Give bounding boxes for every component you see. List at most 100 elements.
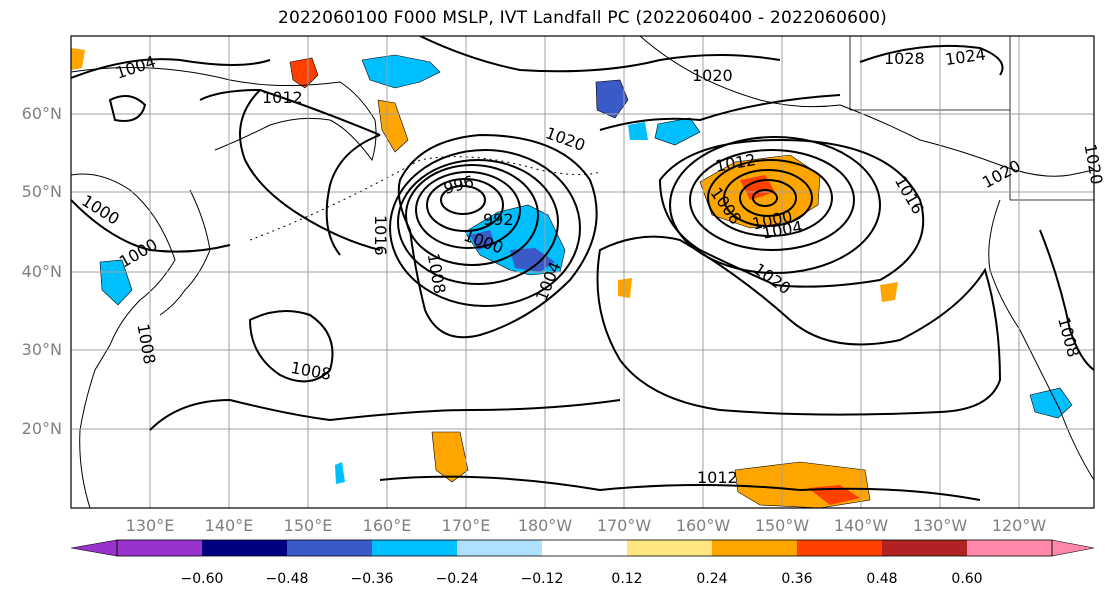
isobar (419, 36, 781, 73)
contour-label: 1008 (424, 252, 450, 295)
aleutian-islands (249, 156, 601, 241)
contour-label: 1020 (1081, 143, 1105, 186)
ivt-positive-patch (740, 175, 775, 200)
contour-label: 1016 (891, 173, 928, 218)
contour-label: 1004 (113, 52, 158, 83)
ivt-negative-patch (628, 122, 648, 140)
longitude-label: 170°W (596, 516, 652, 535)
isobar (658, 138, 925, 288)
isobars (71, 36, 1094, 501)
longitude-label: 170°E (441, 516, 491, 535)
colorbar-tick-label: 0.12 (611, 571, 643, 587)
isobar (239, 89, 381, 256)
colorbar-extend-right (1051, 539, 1095, 557)
colorbar-segment (287, 540, 372, 556)
ivt-negative-patch (1029, 387, 1073, 419)
latitude-label: 60°N (21, 104, 62, 123)
coastlines (71, 36, 1094, 508)
longitude-label: 160°W (675, 516, 731, 535)
contour-labels: 1004 1012 1000 1000 1008 996 992 1000 10… (78, 45, 1105, 487)
isobar (248, 310, 334, 383)
colorbar-segment (117, 540, 202, 556)
longitude-label: 160°E (362, 516, 412, 535)
isobar (397, 133, 598, 339)
longitude-label: 140°E (204, 516, 254, 535)
colorbar-tick-label: 0.60 (951, 571, 983, 587)
contour-label: 1020 (979, 156, 1024, 192)
colorbar-segment (967, 540, 1052, 556)
ivt-positive-patch (289, 57, 319, 89)
ivt-negative-patch (510, 248, 555, 272)
longitude-label: 150°W (754, 516, 810, 535)
colorbar-segment (542, 540, 627, 556)
contour-label: 1008 (1054, 315, 1083, 359)
contour-label: 1008 (133, 322, 159, 365)
isobar (71, 199, 231, 253)
colorbar-segment (372, 540, 457, 556)
colorbar-tick-label: −0.48 (265, 571, 309, 587)
map-frame (70, 35, 1095, 509)
isobar (689, 149, 855, 251)
asia-coastline (71, 173, 176, 508)
ivt-negative-patch (654, 117, 701, 146)
isobar (389, 149, 581, 307)
colorbar-tick-label: −0.12 (520, 571, 564, 587)
isobar (405, 164, 539, 266)
longitude-label: 120°W (991, 516, 1047, 535)
colorbar-tick-label: −0.24 (435, 571, 479, 587)
isobar (199, 88, 381, 136)
contour-label: 1012 (697, 468, 738, 487)
colorbar (70, 539, 1095, 557)
isobar (669, 136, 881, 274)
isobar (379, 475, 981, 501)
ivt-negative-patch (335, 462, 345, 484)
canada-border (849, 36, 1094, 201)
ivt-positive-patch (734, 461, 871, 508)
isobar (1039, 229, 1094, 371)
siberia-coastline (71, 67, 377, 162)
isobar (707, 159, 833, 237)
contour-label: 992 (483, 210, 514, 229)
contour-label: 1016 (371, 215, 390, 256)
contour-label: 1000 (78, 191, 123, 229)
ivt-negative-patch (361, 54, 441, 89)
ivt-negative-patch (595, 79, 629, 119)
latitude-label: 50°N (21, 182, 62, 201)
longitude-label: 140°W (833, 516, 889, 535)
isobar (397, 159, 559, 285)
colorbar-tick-label: −0.60 (180, 571, 224, 587)
contour-label: 1028 (884, 49, 925, 68)
isobar (739, 179, 797, 217)
map-area (71, 36, 1094, 508)
isobar (71, 58, 271, 79)
graticule (71, 36, 1094, 508)
ivt-negative-patch (99, 259, 133, 306)
chart-title: 2022060100 F000 MSLP, IVT Landfall PC (2… (278, 8, 887, 28)
colorbar-tick-label: 0.36 (781, 571, 813, 587)
isobar (599, 94, 841, 131)
isobar (440, 185, 486, 215)
alaska-coastline (639, 36, 1094, 177)
isobar (108, 95, 147, 122)
colorbar-segment (627, 540, 712, 556)
longitude-label: 180°W (517, 516, 573, 535)
longitude-label: 130°W (912, 516, 968, 535)
ivt-positive-patch (880, 282, 898, 302)
isobar (426, 178, 504, 232)
ivt-positive-patch (431, 431, 469, 483)
colorbar-segment (457, 540, 542, 556)
isobar (149, 398, 621, 431)
contour-label: 1024 (944, 45, 987, 69)
contour-label: 1012 (262, 88, 303, 107)
colorbar-segment (202, 540, 287, 556)
ivt-positive-patch (377, 99, 409, 153)
longitude-label: 130°E (125, 516, 175, 535)
colorbar-segment (797, 540, 882, 556)
isobar (415, 171, 521, 249)
colorbar-tick-label: 0.48 (866, 571, 898, 587)
colorbar-segment (882, 540, 967, 556)
latitude-label: 40°N (21, 262, 62, 281)
ivt-positive-patch (71, 48, 85, 70)
isobar (723, 169, 813, 227)
